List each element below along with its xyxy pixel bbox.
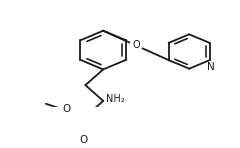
Text: O: O	[79, 135, 88, 145]
Text: NH₂: NH₂	[106, 94, 125, 104]
Text: N: N	[207, 62, 215, 72]
Text: O: O	[62, 104, 71, 115]
Text: O: O	[132, 40, 140, 50]
